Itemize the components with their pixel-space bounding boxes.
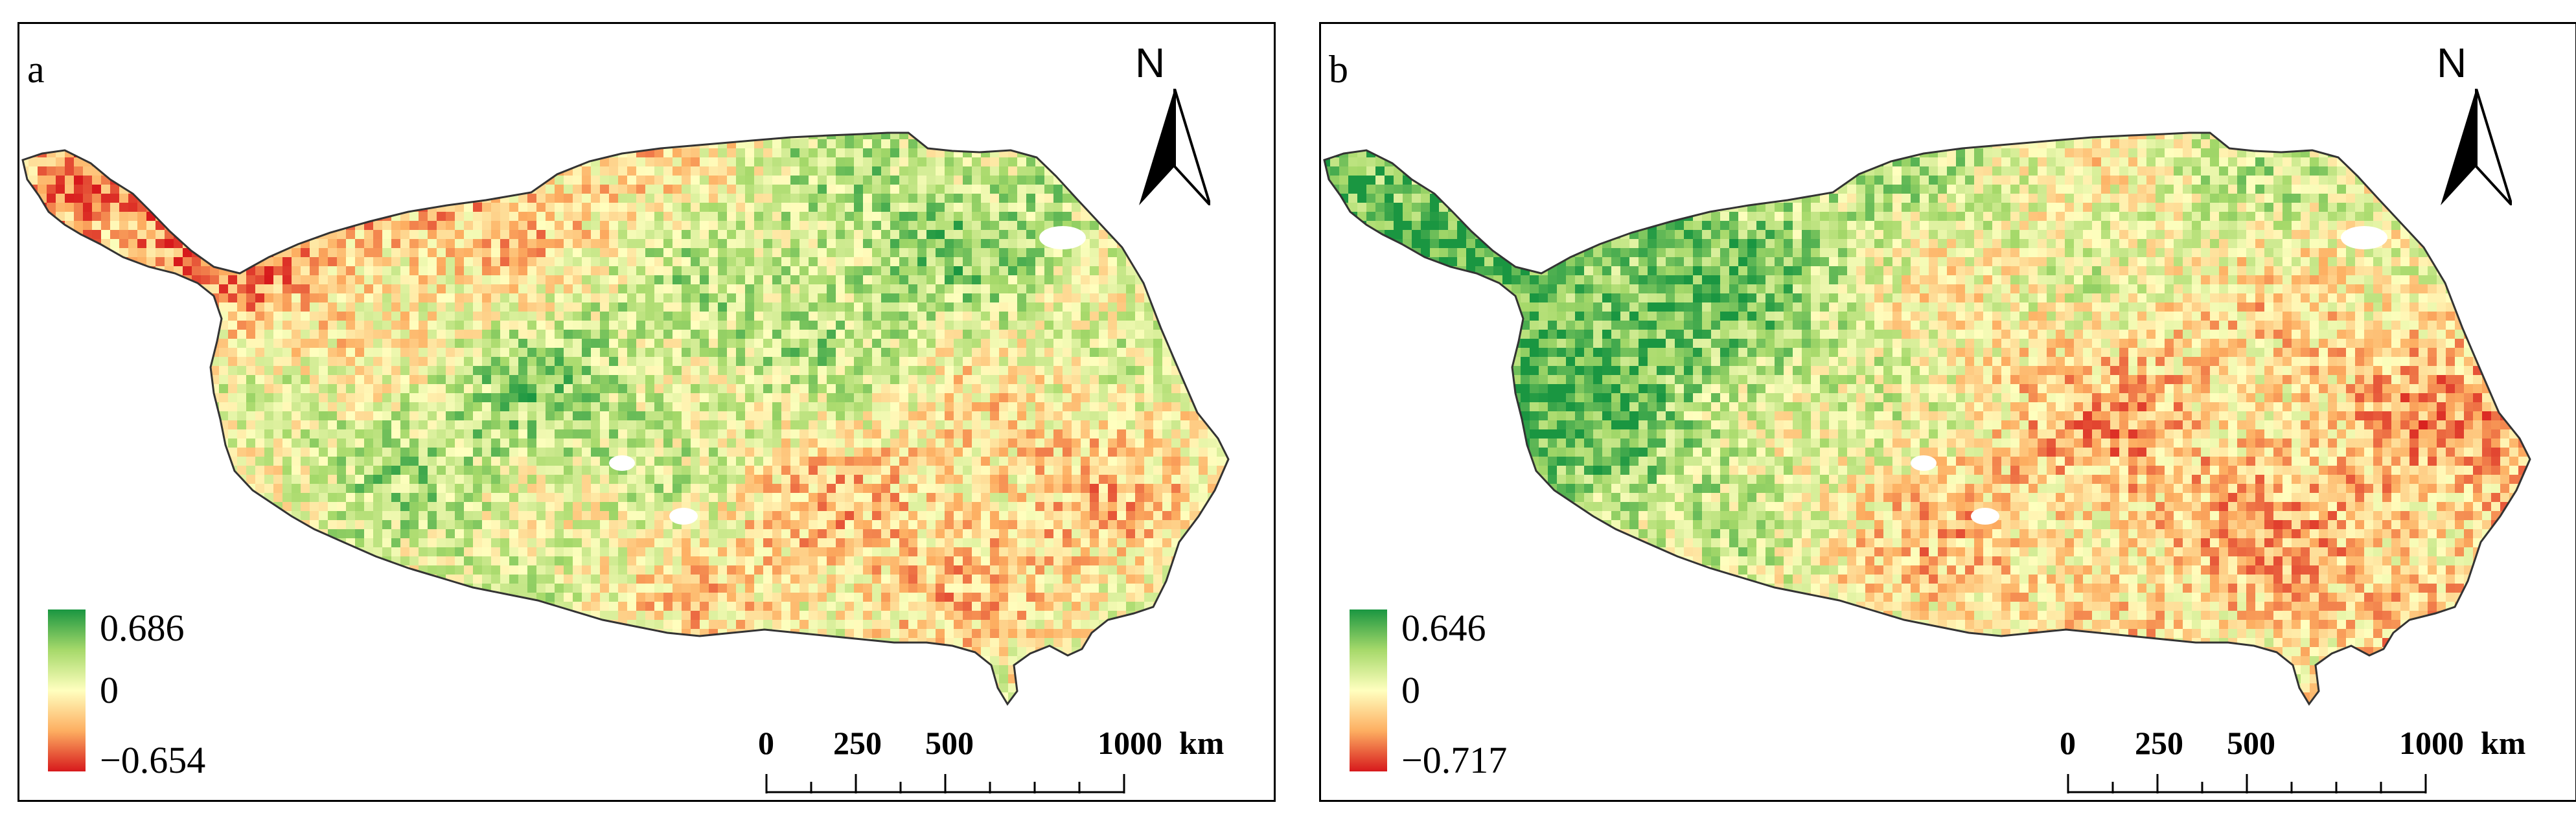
lake-mark xyxy=(1039,226,1086,249)
map-panel-a: a N 0.686 0 −0.654 0 250 500 1000 km xyxy=(17,22,1276,802)
panel-letter: a xyxy=(27,48,45,91)
lake-mark xyxy=(1971,508,1999,525)
scale-unit: km xyxy=(2481,725,2526,761)
north-arrow-icon xyxy=(2441,89,2512,205)
lake-mark xyxy=(2341,226,2387,249)
scale-tick-500: 500 xyxy=(2227,725,2275,761)
color-legend-bar xyxy=(48,609,86,771)
scale-tick-250: 250 xyxy=(833,725,882,761)
scale-tick-500: 500 xyxy=(925,725,974,761)
scale-bar-icon xyxy=(765,774,1125,793)
legend-zero-label: 0 xyxy=(100,669,119,711)
north-label: N xyxy=(1135,40,1166,86)
legend-zero-label: 0 xyxy=(1401,669,1420,711)
scale-unit: km xyxy=(1179,725,1225,761)
legend-min-label: −0.654 xyxy=(100,739,206,781)
north-arrow-icon xyxy=(1139,89,1210,205)
raster-map-a xyxy=(21,131,1230,706)
map-panel-b: b N 0.646 0 −0.717 0 250 500 1000 km xyxy=(1319,22,2576,802)
scale-tick-0: 0 xyxy=(2060,725,2076,761)
legend-max-label: 0.646 xyxy=(1401,607,1486,649)
legend-min-label: −0.717 xyxy=(1401,739,1508,781)
lake-mark xyxy=(1911,455,1937,471)
north-label: N xyxy=(2437,40,2467,86)
scale-tick-1000: 1000 xyxy=(2399,725,2464,761)
lake-mark xyxy=(609,455,635,471)
legend-max-label: 0.686 xyxy=(100,607,185,649)
panel-letter: b xyxy=(1329,48,1348,91)
lake-mark xyxy=(669,508,698,525)
raster-map-b xyxy=(1323,131,2531,706)
color-legend-bar xyxy=(1350,609,1387,771)
scale-tick-1000: 1000 xyxy=(1098,725,1162,761)
scale-bar-icon xyxy=(2067,774,2427,793)
scale-tick-0: 0 xyxy=(758,725,774,761)
scale-tick-250: 250 xyxy=(2135,725,2183,761)
